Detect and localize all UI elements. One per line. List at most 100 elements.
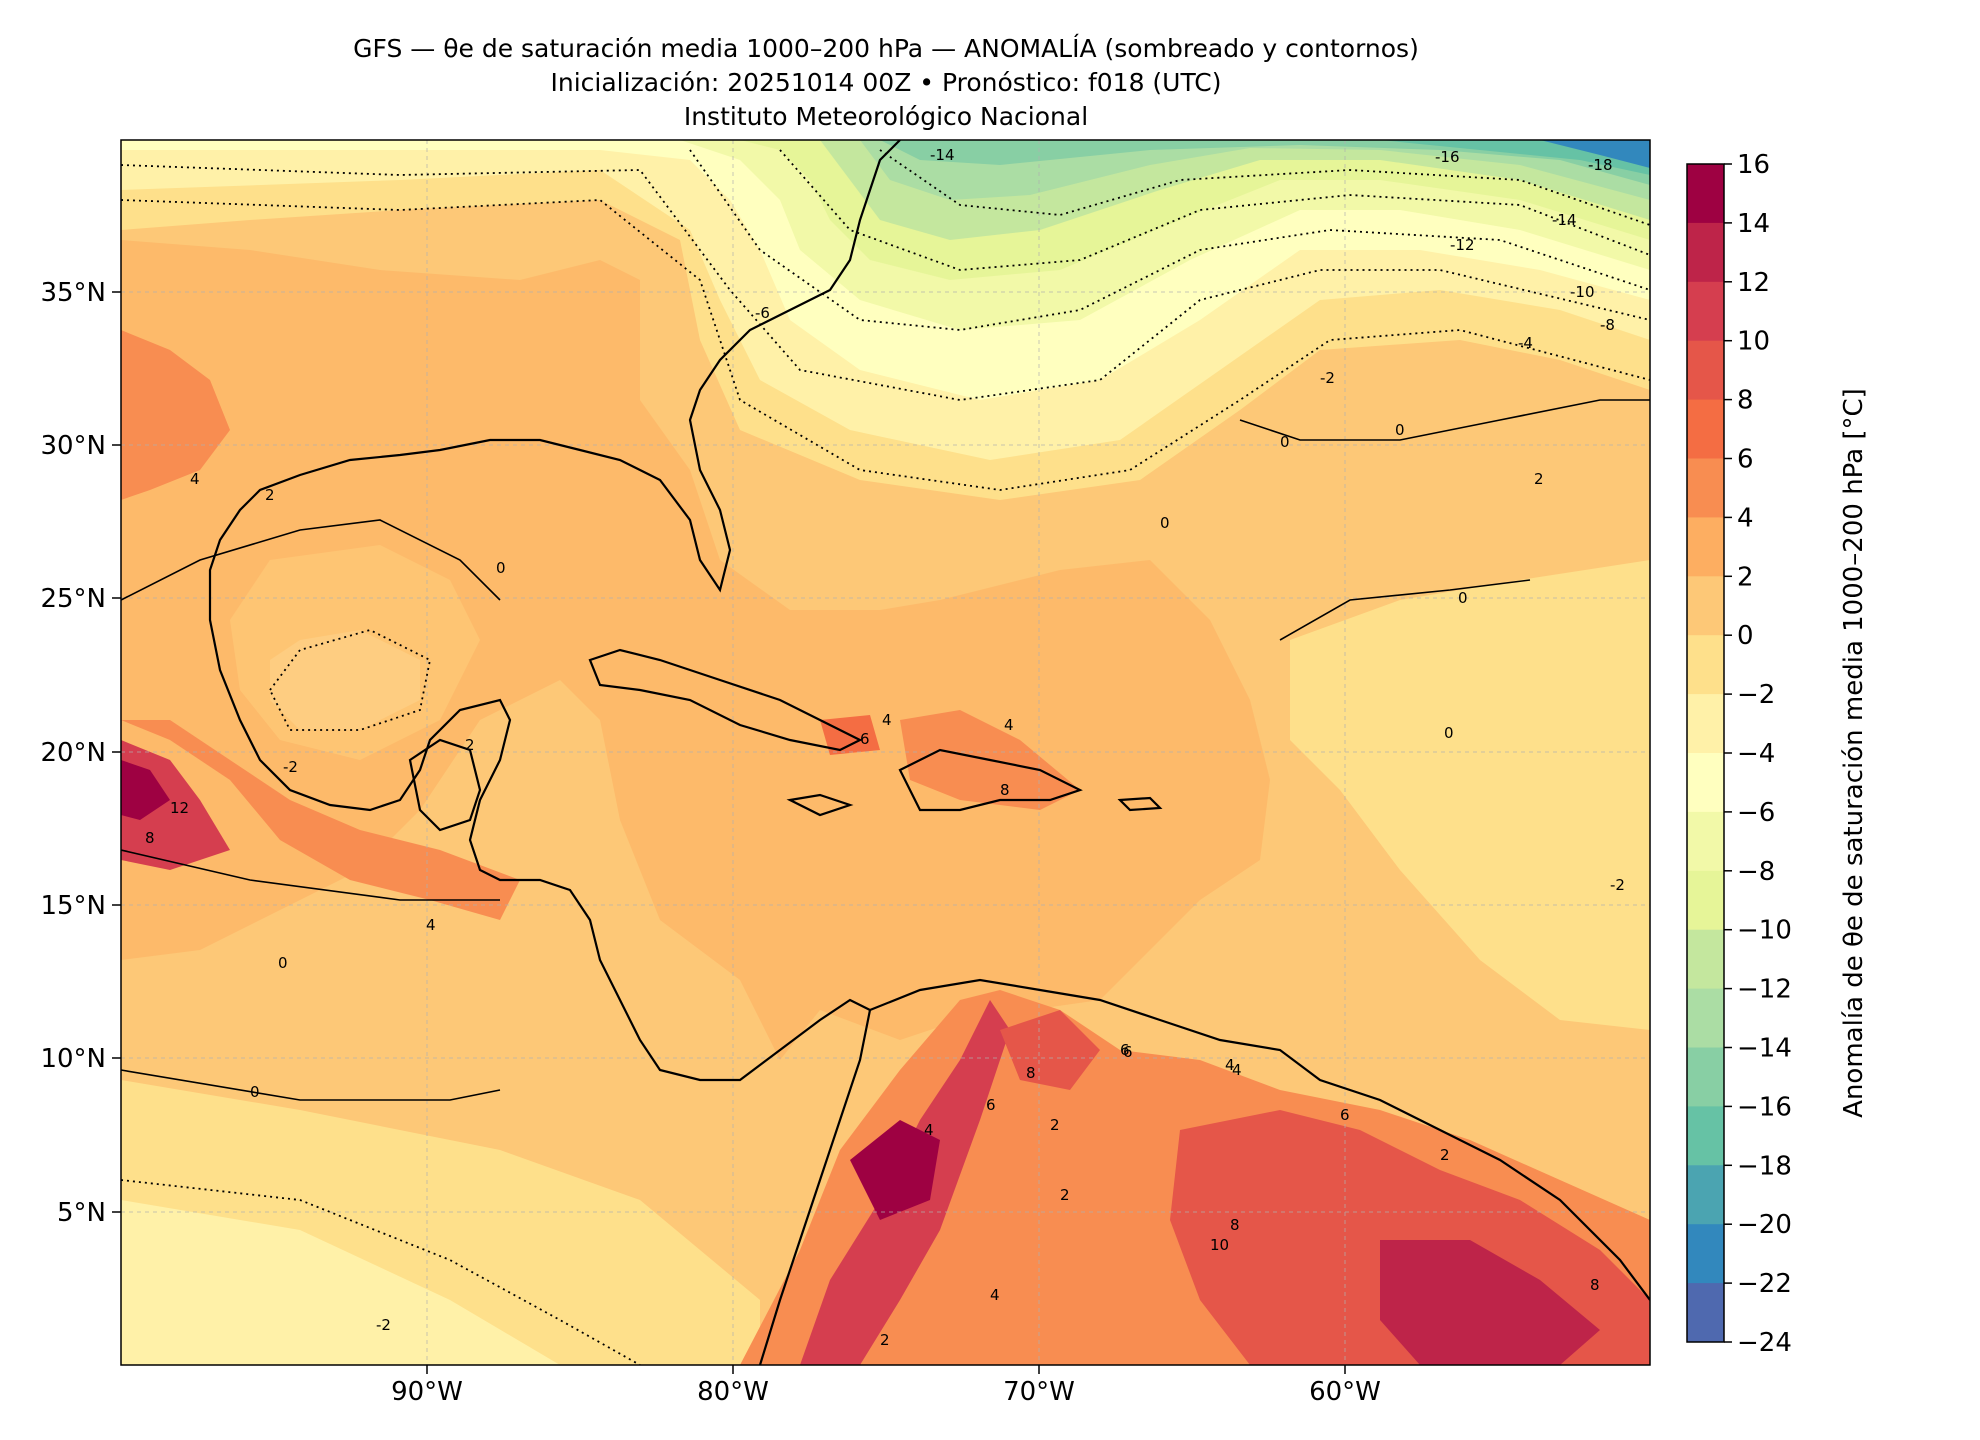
lat-tick-label: 25°N — [40, 584, 106, 614]
contour-label: 2 — [1060, 1186, 1070, 1204]
lon-tick-label: 70°W — [1003, 1377, 1075, 1407]
chart-subtitle-institution: Instituto Meteorológico Nacional — [683, 102, 1089, 131]
lon-tick-label: 60°W — [1309, 1377, 1381, 1407]
colorbar-tick-label: 12 — [1737, 268, 1770, 298]
shading-venezuela-hot — [1000, 1010, 1100, 1090]
colorbar-segment — [1687, 635, 1724, 695]
colorbar-tick-label: −22 — [1737, 1269, 1792, 1299]
contour-label: 6 — [1120, 1041, 1130, 1059]
contour-zero-east — [1279, 579, 1531, 641]
colorbar-tick-label: 4 — [1737, 503, 1754, 533]
shading-caribbean-warm — [121, 240, 1270, 1060]
contour-label: -2 — [1610, 876, 1625, 894]
coast-us-gulf-central-america — [208, 140, 901, 1365]
coast-yucatan — [408, 738, 482, 832]
colorbar-tick-label: −18 — [1737, 1151, 1792, 1181]
lon-tick-labels: 90°W 80°W 70°W 60°W — [391, 1377, 1381, 1407]
chart-subtitle-init: Inicialización: 20251014 00Z • Pronóstic… — [550, 68, 1222, 97]
contour-label: 6 — [860, 730, 870, 748]
colorbar-segment — [1687, 399, 1724, 459]
colorbar-label: Anomalía de θe de saturación media 1000–… — [1839, 388, 1869, 1118]
contour-label: 8 — [145, 829, 155, 847]
colorbar-tick-label: −2 — [1737, 680, 1775, 710]
contour-label: 0 — [1458, 589, 1468, 607]
colorbar-segment — [1687, 694, 1724, 754]
colorbar — [1687, 164, 1724, 1343]
contour-label: 0 — [496, 559, 506, 577]
colorbar-segment — [1687, 281, 1724, 342]
colorbar-tick-label: 2 — [1737, 562, 1754, 592]
lon-tick-label: 90°W — [391, 1377, 463, 1407]
colorbar-segment — [1687, 929, 1724, 990]
colorbar-segment — [1687, 1106, 1724, 1166]
colorbar-segment — [1687, 870, 1724, 931]
contour-label: 2 — [1534, 470, 1544, 488]
colorbar-tick-label: −14 — [1737, 1034, 1792, 1064]
map-gridlines — [121, 140, 1650, 1365]
contour-label: 4 — [426, 916, 436, 934]
contour-label: -16 — [1435, 148, 1460, 166]
colorbar-tick-label: −4 — [1737, 739, 1775, 769]
contour-label: 4 — [190, 470, 200, 488]
contour-label: 0 — [1280, 433, 1290, 451]
shading-minus2-to-minus4 — [121, 1200, 560, 1365]
contour-zero-gulf — [121, 519, 501, 601]
colorbar-segment — [1687, 811, 1724, 872]
colorbar-segment — [1687, 1165, 1724, 1225]
contour-label: 0 — [1395, 421, 1405, 439]
contour-label: 12 — [170, 799, 189, 817]
coast-jamaica — [786, 793, 854, 817]
coastlines — [208, 140, 1650, 1365]
contour-label: 6 — [1123, 1043, 1133, 1061]
coast-hispaniola — [898, 748, 1083, 812]
colorbar-tick-label: −6 — [1737, 798, 1775, 828]
contour-label-group: -14 -16 -18 -14 -12 -10 -8 -4 -2 -6 0 0 … — [145, 146, 1625, 1349]
contour-label: 4 — [1225, 1056, 1235, 1074]
colorbar-tick-label: 16 — [1737, 150, 1770, 180]
shading-guiana-hottest — [1380, 1240, 1600, 1365]
contour-label: 2 — [1050, 1116, 1060, 1134]
contour-label: 0 — [1444, 724, 1454, 742]
lat-tick-label: 35°N — [40, 278, 106, 308]
colorbar-tick-label: 8 — [1737, 386, 1754, 416]
contour-label: -18 — [1588, 156, 1613, 174]
contour-label: 6 — [986, 1096, 996, 1114]
colorbar-tick-label: −20 — [1737, 1210, 1792, 1240]
colorbar-tick-label: 14 — [1737, 209, 1770, 239]
contour-label: -12 — [1450, 236, 1475, 254]
contour-label: -2 — [283, 758, 298, 776]
axis-tick-marks — [112, 291, 1346, 1374]
shading-texas-warm — [121, 330, 230, 500]
contour-label: 10 — [1210, 1236, 1229, 1254]
contour-label: -2 — [1320, 369, 1335, 387]
colorbar-segment — [1687, 517, 1724, 577]
contour-label: 2 — [465, 736, 475, 754]
lat-tick-label: 5°N — [57, 1198, 106, 1228]
colorbar-segment — [1687, 458, 1724, 518]
colorbar-tick-label: 0 — [1737, 621, 1754, 651]
contour-label: 2 — [265, 486, 275, 504]
colorbar-segment — [1687, 340, 1724, 401]
colorbar-segment — [1687, 988, 1724, 1048]
contour-label: 4 — [1004, 716, 1014, 734]
colorbar-tick-labels: 16 14 12 10 8 6 4 2 0 −2 −4 −6 −8 −10 −12 −14 −16 −18 −20 −… — [1724, 150, 1792, 1358]
contour-label: -14 — [930, 146, 955, 164]
shading-north-minus14 — [880, 140, 1650, 185]
contour-label: -10 — [1570, 283, 1595, 301]
contour-label: -14 — [1552, 211, 1577, 229]
contour-label: 4 — [924, 1121, 934, 1139]
colorbar-tick-label: −10 — [1737, 916, 1792, 946]
contour-label: 0 — [250, 1083, 260, 1101]
colorbar-tick-label: −16 — [1737, 1092, 1792, 1122]
colorbar-segment — [1687, 1047, 1724, 1107]
colorbar-segment — [1687, 222, 1724, 283]
contour-label: -8 — [1600, 316, 1615, 334]
contour-label: 8 — [1026, 1064, 1036, 1082]
contour-label: 4 — [990, 1286, 1000, 1304]
contour-lines — [121, 399, 1650, 1101]
contour-label: -2 — [376, 1316, 391, 1334]
shading-north-minus18 — [1540, 140, 1650, 168]
shading-central-america-warm — [121, 720, 520, 920]
colorbar-tick-label: 6 — [1737, 445, 1754, 475]
